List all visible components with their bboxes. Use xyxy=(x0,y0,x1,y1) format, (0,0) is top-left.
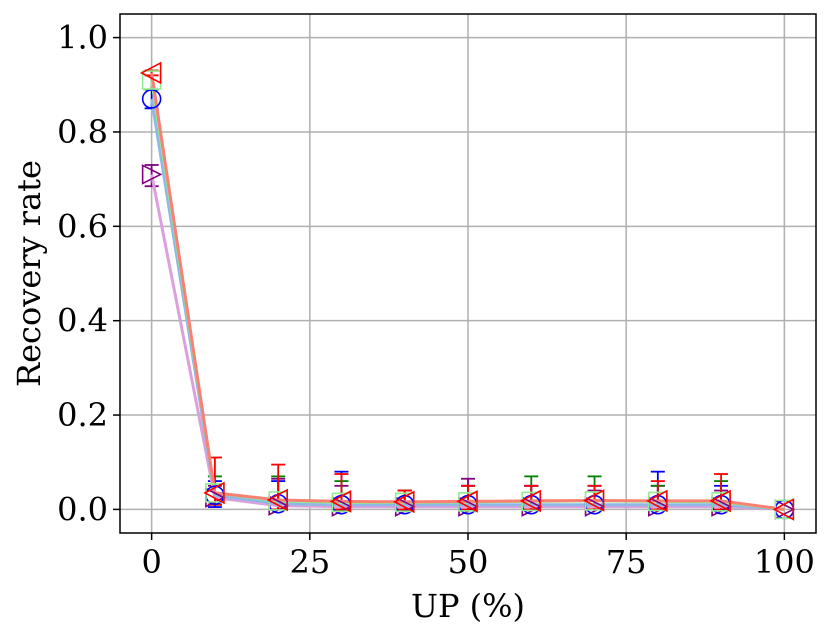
data-point xyxy=(646,489,668,513)
data-point xyxy=(709,489,731,513)
data-point xyxy=(393,490,415,514)
y-axis-label: Recovery rate xyxy=(10,160,48,387)
data-point xyxy=(266,488,288,512)
y-tick-label: 1.0 xyxy=(57,19,108,57)
data-point xyxy=(772,498,795,521)
series-markers xyxy=(139,61,796,521)
y-tick-label: 0.2 xyxy=(57,396,108,434)
data-point xyxy=(139,61,162,85)
data-point xyxy=(582,489,605,512)
error-bars xyxy=(144,69,729,511)
data-point xyxy=(519,489,542,513)
x-tick-label: 100 xyxy=(754,543,815,581)
data-point xyxy=(456,490,478,513)
data-point xyxy=(329,490,352,513)
x-tick-label: 25 xyxy=(289,543,330,581)
data-point xyxy=(203,481,225,505)
data-point xyxy=(141,164,163,185)
y-tick-label: 0.4 xyxy=(57,302,108,340)
y-tick-label: 0.6 xyxy=(57,207,108,245)
series-line xyxy=(150,98,785,511)
y-axis-ticks: 0.0 0.2 0.4 0.6 0.8 1.0 xyxy=(57,19,120,528)
x-tick-label: 0 xyxy=(141,543,161,581)
y-tick-label: 0.0 xyxy=(57,490,108,528)
y-tick-label: 0.8 xyxy=(57,113,108,151)
x-axis-ticks: 0 25 50 75 100 xyxy=(141,533,815,581)
x-tick-label: 75 xyxy=(606,543,647,581)
grid-lines xyxy=(120,14,816,533)
x-axis-label: UP (%) xyxy=(411,587,525,625)
data-point xyxy=(141,89,162,109)
x-tick-label: 50 xyxy=(448,543,489,581)
